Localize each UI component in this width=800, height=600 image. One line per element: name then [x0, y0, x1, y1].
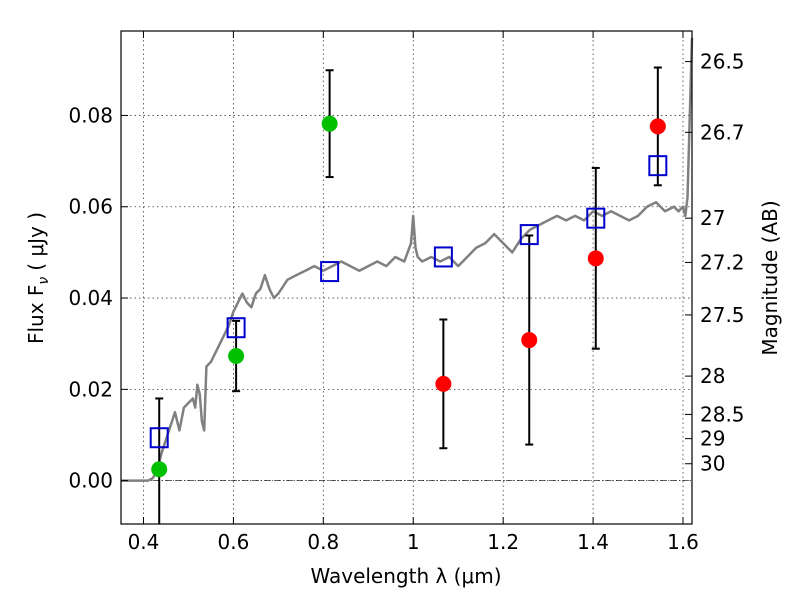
- x-tick-label: 1.2: [487, 530, 519, 554]
- green-point: [151, 461, 168, 478]
- data-points-group: [151, 115, 666, 478]
- model-boxes-group: [149, 155, 668, 449]
- y-tick-label: 0.02: [68, 377, 113, 401]
- right-tick-label: 27: [700, 206, 725, 230]
- x-tick-label: 0.6: [217, 530, 249, 554]
- y-axis-label: Flux Fν ( μJy ): [24, 212, 52, 344]
- model-box: [226, 317, 246, 339]
- right-tick-label: 30: [700, 452, 725, 476]
- plot-frame: [120, 30, 693, 525]
- x-tick-label: 1.4: [577, 530, 609, 554]
- y-axis-label-main: Flux F: [24, 285, 48, 344]
- model-box: [149, 427, 169, 449]
- green-point: [228, 348, 245, 365]
- green-point: [321, 115, 338, 132]
- model-box: [586, 207, 606, 229]
- right-tick-label: 28.5: [700, 402, 745, 426]
- model-box: [320, 261, 340, 283]
- model-box: [519, 224, 539, 246]
- right-axis-label: Magnitude (AB): [758, 200, 782, 355]
- model-box: [433, 246, 453, 268]
- y-axis-label-unit: ( μJy ): [24, 212, 48, 271]
- right-tick-label: 27.5: [700, 303, 745, 327]
- right-tick-label: 29: [700, 427, 725, 451]
- y-tick-labels: 0.00 0.02 0.04 0.06 0.08: [68, 103, 113, 492]
- y-tick-label: 0.00: [68, 469, 113, 493]
- x-axis-label: Wavelength λ (μm): [310, 564, 501, 588]
- y-axis-label-subscript: ν: [36, 277, 52, 285]
- grid-lines: [121, 31, 692, 524]
- y-tick-label: 0.04: [68, 286, 113, 310]
- red-point: [521, 332, 538, 349]
- x-tick-label: 1: [407, 530, 420, 554]
- model-box: [648, 155, 668, 177]
- right-tick-label: 26.7: [700, 120, 745, 144]
- y-tick-label: 0.06: [68, 195, 113, 219]
- red-point: [435, 375, 452, 392]
- x-tick-label: 0.8: [307, 530, 339, 554]
- x-tick-label: 1.6: [667, 530, 699, 554]
- red-point: [587, 250, 604, 267]
- x-tick-label: 0.4: [128, 530, 160, 554]
- y-tick-label: 0.08: [68, 103, 113, 127]
- x-tick-labels: 0.4 0.6 0.8 1 1.2 1.4 1.6: [128, 530, 699, 554]
- tick-marks: [121, 31, 692, 524]
- right-tick-label: 28: [700, 364, 725, 388]
- right-tick-label: 26.5: [700, 50, 745, 74]
- red-point: [649, 118, 666, 135]
- right-tick-label: 27.2: [700, 250, 745, 274]
